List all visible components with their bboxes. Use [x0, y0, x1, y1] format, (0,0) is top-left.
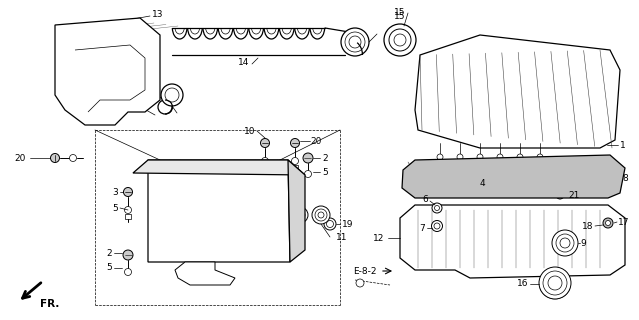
Circle shape — [437, 154, 443, 160]
Circle shape — [537, 154, 543, 160]
Circle shape — [318, 212, 324, 218]
Polygon shape — [400, 205, 625, 278]
Circle shape — [345, 32, 365, 52]
Circle shape — [548, 276, 562, 290]
Circle shape — [497, 154, 503, 160]
Circle shape — [165, 88, 179, 102]
Circle shape — [341, 28, 369, 56]
Circle shape — [158, 100, 172, 114]
Polygon shape — [288, 160, 305, 262]
Text: 5: 5 — [322, 167, 328, 177]
Circle shape — [261, 139, 270, 148]
Text: 5: 5 — [112, 204, 118, 212]
Text: 4: 4 — [479, 179, 485, 188]
Text: 15: 15 — [394, 12, 406, 21]
Circle shape — [384, 24, 416, 56]
Text: 20: 20 — [15, 154, 26, 163]
Circle shape — [203, 270, 208, 276]
Circle shape — [556, 234, 574, 252]
Circle shape — [291, 139, 300, 148]
FancyBboxPatch shape — [125, 214, 131, 219]
Text: 3: 3 — [112, 188, 118, 196]
Circle shape — [292, 207, 308, 223]
Circle shape — [324, 218, 336, 230]
Text: 1: 1 — [620, 140, 626, 149]
Circle shape — [477, 154, 483, 160]
Text: 6: 6 — [422, 195, 428, 204]
Circle shape — [356, 279, 364, 287]
Text: 20: 20 — [310, 137, 321, 146]
Circle shape — [539, 267, 571, 299]
Text: 2: 2 — [322, 154, 328, 163]
Text: 14: 14 — [238, 58, 249, 67]
Circle shape — [125, 268, 132, 276]
Text: 12: 12 — [373, 234, 384, 243]
Circle shape — [349, 36, 361, 48]
Text: E-8-2: E-8-2 — [353, 267, 376, 276]
Circle shape — [70, 155, 77, 162]
Circle shape — [312, 206, 330, 224]
Circle shape — [560, 238, 570, 248]
Circle shape — [50, 154, 59, 163]
Circle shape — [603, 218, 613, 228]
Text: 10: 10 — [243, 126, 255, 135]
Circle shape — [315, 209, 327, 221]
Circle shape — [389, 29, 411, 51]
Text: 19: 19 — [342, 220, 353, 228]
Circle shape — [125, 206, 132, 213]
Polygon shape — [175, 262, 235, 285]
Text: 21: 21 — [568, 190, 580, 199]
Circle shape — [434, 223, 440, 229]
Text: 8: 8 — [622, 173, 627, 182]
Text: 13: 13 — [152, 10, 164, 19]
Text: 17: 17 — [618, 218, 629, 227]
Circle shape — [432, 203, 442, 213]
Text: 2: 2 — [106, 249, 112, 258]
Text: 16: 16 — [516, 279, 528, 289]
Polygon shape — [415, 35, 620, 148]
Polygon shape — [55, 18, 160, 125]
Circle shape — [303, 153, 313, 163]
Circle shape — [295, 210, 305, 220]
Text: 18: 18 — [581, 221, 593, 230]
Text: FR.: FR. — [40, 299, 59, 309]
Text: 15: 15 — [394, 7, 406, 17]
Polygon shape — [402, 155, 625, 198]
Polygon shape — [133, 160, 305, 175]
Circle shape — [261, 157, 268, 164]
Circle shape — [556, 191, 564, 199]
Text: 5: 5 — [106, 263, 112, 273]
Circle shape — [291, 157, 298, 164]
Circle shape — [543, 271, 567, 295]
Circle shape — [305, 171, 311, 178]
Circle shape — [123, 250, 133, 260]
Text: 7: 7 — [419, 223, 425, 233]
Text: 9: 9 — [580, 238, 586, 247]
Circle shape — [486, 189, 494, 197]
Circle shape — [435, 205, 440, 211]
Polygon shape — [148, 160, 290, 262]
Circle shape — [606, 220, 610, 226]
Circle shape — [457, 154, 463, 160]
Circle shape — [517, 154, 523, 160]
Circle shape — [161, 84, 183, 106]
Circle shape — [552, 230, 578, 256]
Circle shape — [123, 188, 132, 196]
Text: 11: 11 — [336, 233, 348, 242]
FancyBboxPatch shape — [262, 165, 268, 170]
Circle shape — [431, 220, 442, 231]
Circle shape — [327, 220, 334, 228]
Circle shape — [394, 34, 406, 46]
FancyBboxPatch shape — [292, 165, 298, 170]
